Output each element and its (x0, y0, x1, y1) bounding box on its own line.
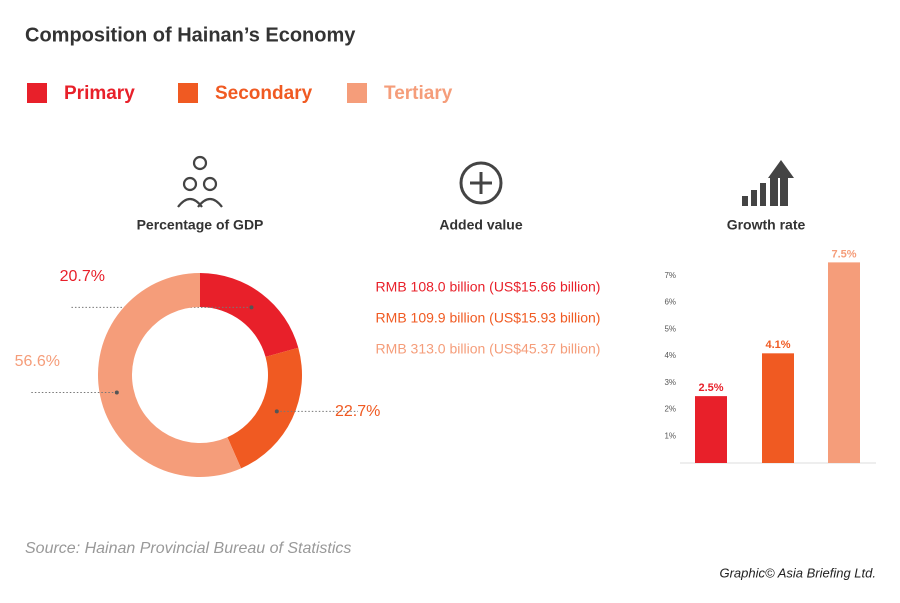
bar (695, 396, 727, 463)
bar-value-label: 2.5% (698, 382, 723, 394)
added-value-item: RMB 313.0 billion (US$45.37 billion) (376, 341, 601, 357)
donut-slice (200, 273, 299, 357)
y-tick-label: 2% (664, 405, 676, 414)
added-value-title: Added value (439, 217, 522, 233)
donut-slice (227, 347, 302, 469)
legend-swatch (178, 83, 198, 103)
added-value-item: RMB 108.0 billion (US$15.66 billion) (376, 279, 601, 295)
page-title: Composition of Hainan’s Economy (25, 24, 356, 46)
donut-value-label: 20.7% (60, 268, 105, 285)
bar-value-label: 4.1% (765, 339, 790, 351)
y-tick-label: 4% (664, 351, 676, 360)
bar-value-label: 7.5% (831, 248, 856, 260)
y-tick-label: 3% (664, 378, 676, 387)
donut-value-label: 56.6% (15, 353, 60, 370)
plus-icon (459, 161, 503, 205)
legend-label: Secondary (215, 83, 313, 104)
bar-title: Growth rate (727, 217, 806, 233)
donut-slice (98, 273, 242, 477)
pie-title: Percentage of GDP (137, 217, 264, 233)
credit: Graphic© Asia Briefing Ltd. (719, 565, 876, 580)
y-tick-label: 1% (664, 431, 676, 440)
source: Source: Hainan Provincial Bureau of Stat… (25, 540, 351, 557)
added-value-item: RMB 109.9 billion (US$15.93 billion) (376, 310, 601, 326)
legend-swatch (27, 83, 47, 103)
bar (762, 353, 794, 463)
legend-label: Tertiary (384, 83, 453, 104)
y-tick-label: 7% (664, 271, 676, 280)
donut-value-label: 22.7% (335, 403, 380, 420)
leader-dot (114, 390, 119, 395)
leader-dot (274, 409, 279, 414)
legend-swatch (347, 83, 367, 103)
bar (828, 262, 860, 463)
leader-dot (249, 305, 254, 310)
people-icon (177, 155, 223, 208)
growth-icon (742, 160, 794, 206)
y-tick-label: 5% (664, 324, 676, 333)
y-tick-label: 6% (664, 298, 676, 307)
legend-label: Primary (64, 83, 135, 104)
